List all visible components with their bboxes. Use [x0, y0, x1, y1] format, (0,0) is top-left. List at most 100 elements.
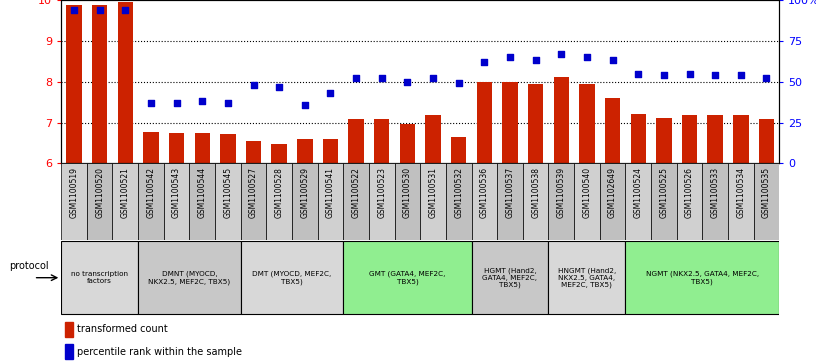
Bar: [65, 344, 73, 359]
Text: GSM1100526: GSM1100526: [685, 167, 694, 218]
Text: GSM1102649: GSM1102649: [608, 167, 617, 218]
Text: GSM1100535: GSM1100535: [762, 167, 771, 218]
Text: NGMT (NKX2.5, GATA4, MEF2C,
TBX5): NGMT (NKX2.5, GATA4, MEF2C, TBX5): [645, 271, 759, 285]
Text: GSM1100527: GSM1100527: [249, 167, 258, 218]
Bar: [703, 163, 728, 240]
Text: GSM1100531: GSM1100531: [428, 167, 437, 218]
Point: [606, 57, 619, 63]
Bar: [138, 163, 164, 240]
Point: [760, 76, 773, 81]
Bar: [272, 144, 287, 163]
Bar: [528, 84, 543, 163]
Bar: [676, 163, 703, 240]
Bar: [374, 119, 389, 163]
Text: GSM1100521: GSM1100521: [121, 167, 130, 218]
Point: [144, 100, 157, 106]
Bar: [548, 241, 625, 314]
Text: GSM1100533: GSM1100533: [711, 167, 720, 218]
Point: [93, 7, 106, 13]
Text: GSM1100540: GSM1100540: [583, 167, 592, 218]
Bar: [579, 84, 595, 163]
Text: GSM1100539: GSM1100539: [557, 167, 565, 218]
Text: GSM1100543: GSM1100543: [172, 167, 181, 218]
Bar: [220, 134, 236, 163]
Text: GSM1100532: GSM1100532: [455, 167, 463, 218]
Bar: [400, 124, 415, 163]
Point: [349, 76, 362, 81]
Bar: [472, 163, 497, 240]
Bar: [728, 163, 754, 240]
Bar: [451, 137, 467, 163]
Point: [273, 84, 286, 90]
Point: [529, 57, 542, 63]
Bar: [707, 115, 723, 163]
Point: [401, 79, 414, 85]
Text: GSM1100525: GSM1100525: [659, 167, 668, 218]
Bar: [472, 241, 548, 314]
Text: GSM1100542: GSM1100542: [146, 167, 156, 218]
Point: [734, 72, 747, 78]
Point: [196, 98, 209, 104]
Text: GSM1100538: GSM1100538: [531, 167, 540, 218]
Bar: [395, 163, 420, 240]
Point: [683, 70, 696, 77]
Text: HGMT (Hand2,
GATA4, MEF2C,
TBX5): HGMT (Hand2, GATA4, MEF2C, TBX5): [482, 267, 538, 288]
Bar: [189, 163, 215, 240]
Point: [221, 100, 234, 106]
Bar: [548, 163, 574, 240]
Text: GSM1100537: GSM1100537: [505, 167, 515, 218]
Point: [324, 90, 337, 96]
Bar: [369, 163, 395, 240]
Bar: [169, 133, 184, 163]
Point: [299, 102, 312, 107]
Bar: [625, 163, 651, 240]
Text: percentile rank within the sample: percentile rank within the sample: [77, 347, 242, 357]
Bar: [477, 82, 492, 163]
Bar: [625, 241, 779, 314]
Text: GSM1100529: GSM1100529: [300, 167, 309, 218]
Point: [119, 7, 132, 13]
Bar: [446, 163, 472, 240]
Bar: [733, 115, 748, 163]
Point: [427, 76, 440, 81]
Bar: [600, 163, 625, 240]
Bar: [759, 119, 774, 163]
Point: [375, 76, 388, 81]
Bar: [66, 5, 82, 163]
Bar: [241, 163, 266, 240]
Bar: [420, 163, 446, 240]
Bar: [682, 115, 697, 163]
Text: GSM1100522: GSM1100522: [352, 167, 361, 218]
Point: [580, 54, 593, 60]
Bar: [605, 98, 620, 163]
Text: GSM1100519: GSM1100519: [69, 167, 78, 218]
Bar: [754, 163, 779, 240]
Point: [503, 54, 517, 60]
Bar: [86, 163, 113, 240]
Bar: [503, 82, 517, 163]
Text: HNGMT (Hand2,
NKX2.5, GATA4,
MEF2C, TBX5): HNGMT (Hand2, NKX2.5, GATA4, MEF2C, TBX5…: [558, 267, 616, 288]
Bar: [553, 77, 569, 163]
Point: [170, 100, 183, 106]
Bar: [266, 163, 292, 240]
Bar: [65, 322, 73, 337]
Bar: [61, 241, 138, 314]
Bar: [323, 139, 338, 163]
Text: GSM1100528: GSM1100528: [275, 167, 284, 218]
Text: transformed count: transformed count: [77, 325, 167, 334]
Point: [478, 59, 491, 65]
Text: DMNT (MYOCD,
NKX2.5, MEF2C, TBX5): DMNT (MYOCD, NKX2.5, MEF2C, TBX5): [149, 271, 230, 285]
Text: GMT (GATA4, MEF2C,
TBX5): GMT (GATA4, MEF2C, TBX5): [369, 271, 446, 285]
Bar: [118, 2, 133, 163]
Text: GSM1100530: GSM1100530: [403, 167, 412, 218]
Text: GSM1100520: GSM1100520: [95, 167, 104, 218]
Text: GSM1100544: GSM1100544: [197, 167, 206, 218]
Bar: [574, 163, 600, 240]
Bar: [497, 163, 523, 240]
Text: GSM1100534: GSM1100534: [736, 167, 745, 218]
Bar: [241, 241, 344, 314]
Bar: [164, 163, 189, 240]
Bar: [656, 118, 672, 163]
Bar: [348, 119, 364, 163]
Bar: [61, 163, 86, 240]
